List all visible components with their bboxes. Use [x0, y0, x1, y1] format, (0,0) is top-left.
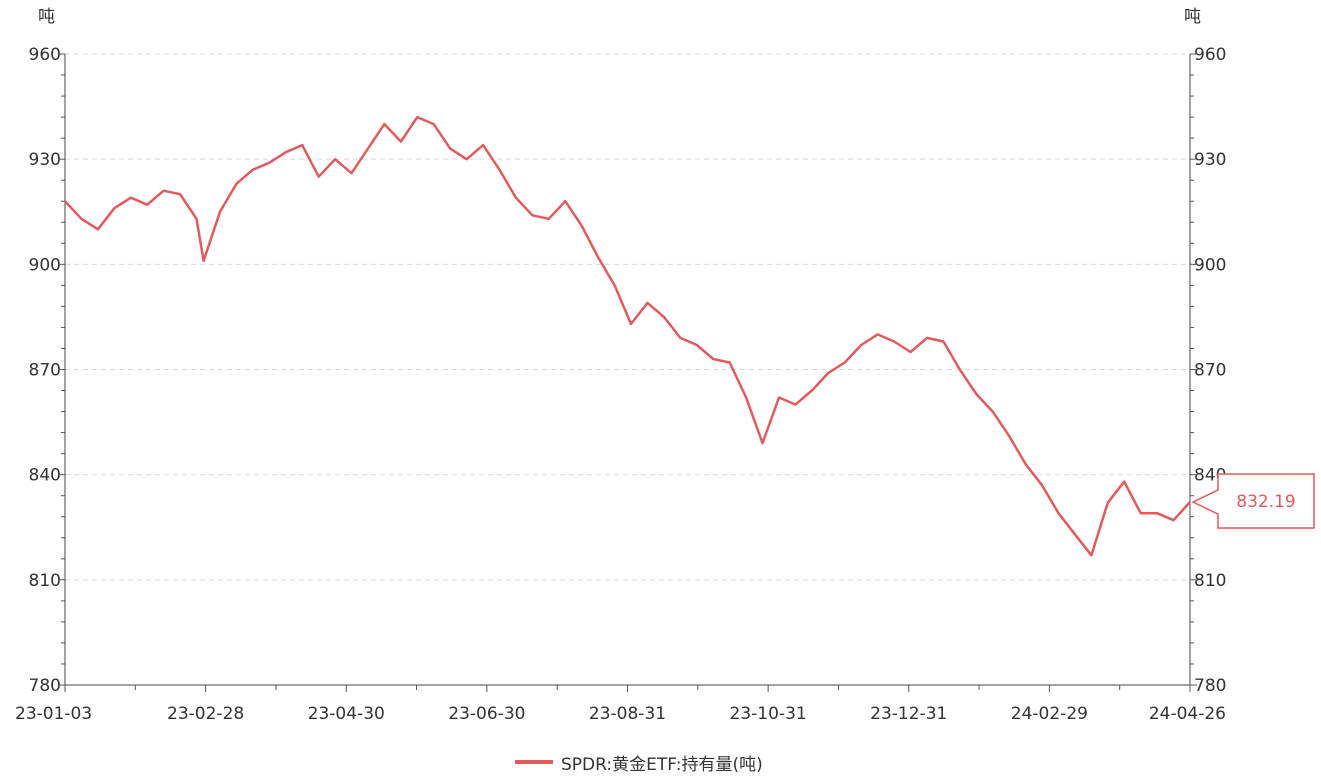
x-tick-label: 23-02-28	[167, 704, 244, 724]
left-unit-label: 吨	[38, 7, 55, 27]
y-tick-label-left: 900	[29, 255, 61, 275]
x-tick-label: 23-06-30	[448, 704, 525, 724]
y-tick-label-right: 930	[1194, 150, 1226, 170]
y-tick-label-right: 780	[1194, 676, 1226, 696]
y-tick-label-left: 960	[29, 45, 61, 65]
legend-swatch	[515, 760, 553, 764]
series-lines	[64, 115, 1191, 557]
x-tick-label: 23-04-30	[308, 704, 385, 724]
y-tick-label-left: 930	[29, 150, 61, 170]
grid-lines	[65, 53, 1190, 581]
x-tick-label: 23-08-31	[589, 704, 666, 724]
right-unit-label: 吨	[1184, 7, 1201, 27]
x-tick-label: 23-12-31	[870, 704, 947, 724]
series-line	[64, 115, 1191, 557]
y-tick-label-right: 900	[1194, 255, 1226, 275]
legend-label: SPDR:黄金ETF:持有量(吨)	[561, 754, 763, 775]
y-tick-label-left: 810	[29, 571, 61, 591]
x-tick-label: 24-02-29	[1011, 704, 1088, 724]
y-tick-label-right: 870	[1194, 361, 1226, 381]
last-value-label: 832.19	[1236, 492, 1295, 512]
y-tick-label-left: 870	[29, 361, 61, 381]
x-axis-ticks: 23-01-03 23-02-28 23-04-30 23-06-30 23-08-31…	[15, 685, 1226, 724]
x-tick-label: 23-01-03	[15, 704, 92, 724]
y-tick-label-right: 810	[1194, 571, 1226, 591]
y-tick-label-left: 840	[29, 466, 61, 486]
last-value-callout-box	[1191, 473, 1315, 529]
last-value-callout: 832.19	[1191, 473, 1315, 529]
x-tick-label: 24-04-26	[1149, 704, 1226, 724]
y-tick-label-right: 960	[1194, 45, 1226, 65]
legend: SPDR:黄金ETF:持有量(吨)	[515, 750, 763, 775]
y-tick-label-left: 780	[29, 676, 61, 696]
x-tick-label: 23-10-31	[730, 704, 807, 724]
